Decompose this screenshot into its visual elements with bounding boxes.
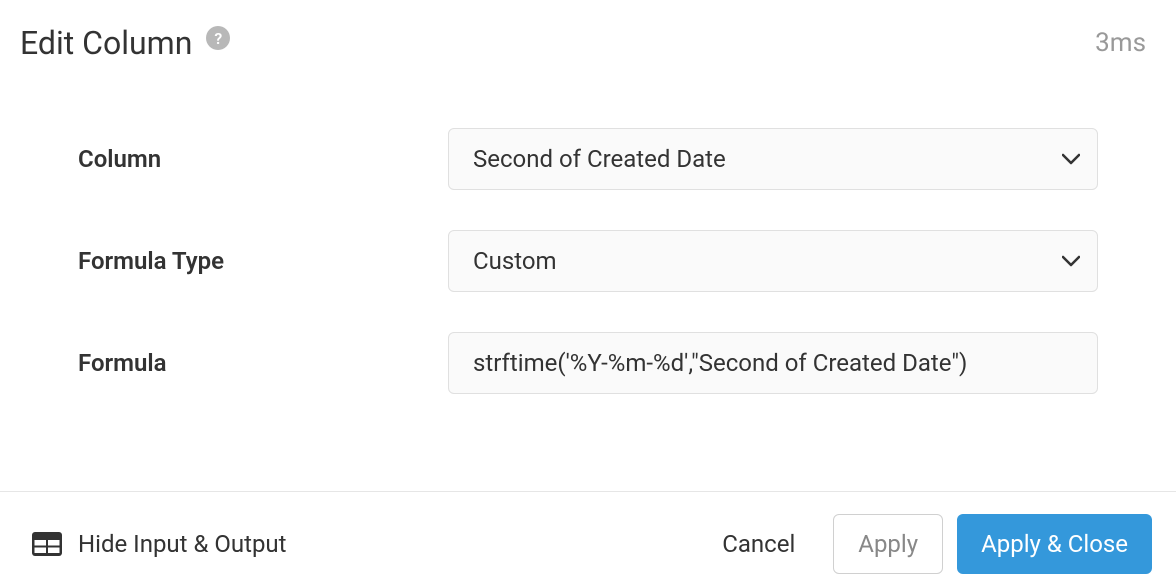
modal-footer: Hide Input & Output Cancel Apply Apply &… [0, 491, 1176, 586]
column-select-wrapper: Second of Created Date [448, 128, 1098, 190]
column-label: Column [78, 145, 448, 173]
edit-column-modal: Edit Column ? 3ms Column Second of Creat… [0, 0, 1176, 586]
formula-label: Formula [78, 349, 448, 377]
hide-io-label: Hide Input & Output [78, 530, 287, 558]
formula-input[interactable] [448, 332, 1098, 394]
modal-title: Edit Column [20, 24, 192, 62]
formula-type-label: Formula Type [78, 247, 448, 275]
column-row: Column Second of Created Date [78, 128, 1098, 190]
header-left: Edit Column ? [20, 24, 230, 62]
help-icon[interactable]: ? [206, 26, 230, 50]
formula-row: Formula [78, 332, 1098, 394]
modal-header: Edit Column ? 3ms [0, 0, 1176, 78]
formula-input-wrapper [448, 332, 1098, 394]
table-icon [32, 532, 62, 556]
formula-type-select[interactable]: Custom [448, 230, 1098, 292]
form-body: Column Second of Created Date Formula Ty… [0, 78, 1176, 491]
formula-type-select-wrapper: Custom [448, 230, 1098, 292]
apply-close-button[interactable]: Apply & Close [957, 514, 1152, 574]
hide-io-toggle[interactable]: Hide Input & Output [32, 530, 287, 558]
cancel-button[interactable]: Cancel [698, 514, 819, 574]
apply-button[interactable]: Apply [833, 514, 943, 574]
timing-label: 3ms [1095, 28, 1146, 58]
formula-type-row: Formula Type Custom [78, 230, 1098, 292]
column-select[interactable]: Second of Created Date [448, 128, 1098, 190]
footer-actions: Cancel Apply Apply & Close [698, 514, 1152, 574]
